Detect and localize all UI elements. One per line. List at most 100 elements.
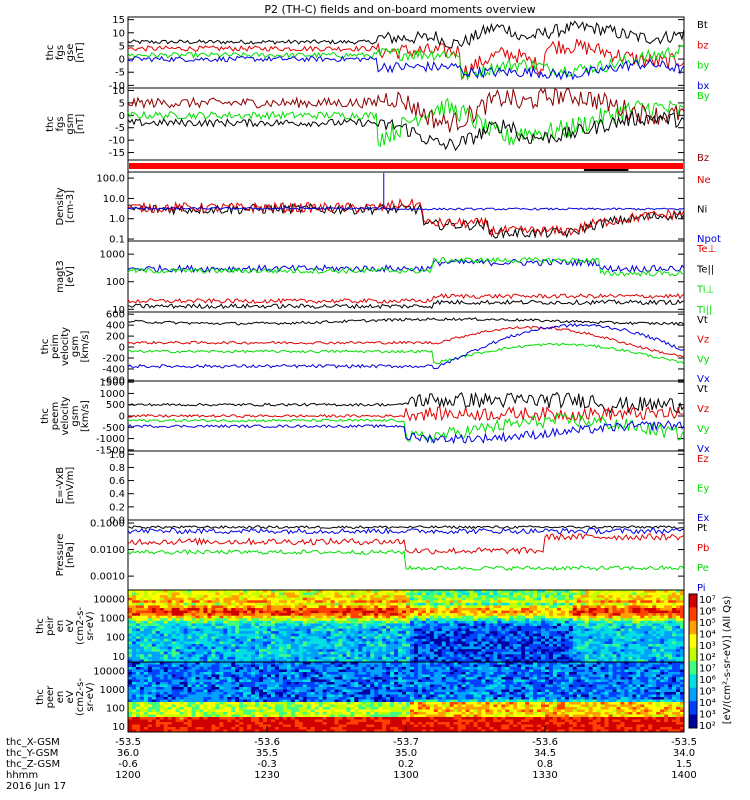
spectrogram-cell	[322, 664, 327, 668]
spectrogram-cell	[131, 620, 137, 624]
spectrogram-cell	[644, 592, 649, 596]
spectrogram-cell	[580, 620, 586, 624]
spectrogram-cell	[620, 662, 625, 665]
spectrogram-cell	[306, 651, 311, 655]
spectrogram-cell	[350, 600, 355, 604]
spectrogram-cell	[239, 610, 244, 614]
spectrogram-cell	[477, 636, 482, 640]
spectrogram-cell	[664, 597, 669, 601]
spectrogram-cell	[680, 626, 685, 629]
spectrogram-cell	[580, 600, 586, 604]
spectrogram-cell	[239, 667, 244, 670]
spectrogram-cell	[441, 595, 447, 599]
spectrogram-cell	[564, 649, 570, 653]
spectrogram-cell	[473, 600, 478, 604]
spectrogram-cell	[568, 646, 574, 650]
spectrogram-cell	[640, 646, 645, 650]
spectrogram-cell	[481, 664, 486, 668]
series-line	[127, 405, 685, 423]
spectrogram-cell	[398, 620, 403, 624]
spectrogram-cell	[354, 595, 359, 599]
spectrogram-cell	[155, 641, 161, 645]
spectrogram-cell	[517, 636, 522, 640]
spectrogram-cell	[640, 631, 645, 635]
spectrogram-cell	[366, 667, 371, 670]
spectrogram-cell	[306, 664, 311, 668]
spectrogram-cell	[429, 602, 435, 606]
spectrogram-cell	[564, 631, 570, 635]
spectrogram-cell	[362, 638, 367, 642]
spectrogram-cell	[354, 649, 359, 653]
spectrogram-cell	[525, 662, 530, 665]
spectrogram-cell	[394, 595, 399, 599]
spectrogram-cell	[517, 595, 522, 599]
legend-entry: Bz	[697, 153, 709, 164]
spectrogram-cell	[533, 656, 538, 660]
spectrogram-cell	[560, 644, 566, 647]
spectrogram-cell	[660, 654, 665, 658]
spectrogram-cell	[429, 631, 435, 635]
spectrogram-cell	[417, 628, 423, 632]
spectrogram-cell	[382, 602, 387, 606]
spectrogram-cell	[286, 649, 292, 653]
spectrogram-cell	[608, 654, 613, 658]
spectrogram-cell	[306, 592, 311, 596]
spectrogram-cell	[278, 608, 284, 611]
spectrogram-cell	[322, 662, 327, 665]
spectrogram-cell	[338, 659, 343, 663]
spectrogram-cell	[310, 651, 315, 655]
spectrogram-cell	[413, 610, 419, 614]
legend-entry: by	[697, 61, 709, 72]
spectrogram-cell	[656, 615, 661, 619]
spectrogram-cell	[465, 590, 470, 593]
spectrogram-cell	[270, 644, 276, 647]
spectrogram-cell	[517, 613, 522, 617]
spectrogram-cell	[560, 656, 566, 660]
spectrogram-cell	[302, 644, 308, 647]
spectrogram-cell	[612, 633, 617, 637]
spectrogram-cell	[437, 597, 443, 601]
spectrogram-cell	[398, 602, 403, 606]
spectrogram-cell	[449, 641, 454, 645]
spectrogram-cell	[382, 651, 387, 655]
series-line	[127, 317, 685, 326]
spectrogram-cell	[521, 626, 526, 629]
spectrogram-cell	[576, 672, 582, 675]
spectrogram-cell	[255, 605, 260, 609]
spectrogram-cell	[461, 597, 466, 601]
spectrogram-cell	[243, 615, 248, 619]
spectrogram-cell	[382, 669, 387, 673]
spectrogram-cell	[203, 636, 208, 640]
spectrogram-cell	[314, 669, 319, 673]
spectrogram-cell	[406, 618, 411, 622]
spectrogram-cell	[624, 610, 629, 614]
legend-entry: Vz	[697, 335, 709, 346]
spectrogram-cell	[465, 646, 470, 650]
spectrogram-cell	[509, 649, 514, 653]
spectrogram-cell	[294, 626, 300, 629]
spectrogram-cell	[282, 620, 288, 624]
spectrogram-cell	[624, 590, 629, 593]
y-axis-label: thc	[35, 618, 46, 634]
spectrogram-cell	[402, 610, 407, 614]
spectrogram-cell	[231, 623, 236, 627]
spectrogram-cell	[398, 626, 403, 629]
spectrogram-cell	[251, 623, 256, 627]
spectrogram-cell	[537, 649, 542, 653]
spectrogram-cell	[425, 641, 431, 645]
spectrogram-cell	[652, 628, 657, 632]
spectrogram-cell	[294, 651, 300, 655]
spectrogram-cell	[501, 633, 506, 637]
spectrogram-cell	[517, 654, 522, 658]
spectrogram-cell	[338, 620, 343, 624]
spectrogram-cell	[302, 638, 308, 642]
spectrogram-cell	[263, 602, 268, 606]
spectrogram-cell	[231, 641, 236, 645]
spectrogram-cell	[600, 595, 605, 599]
spectrogram-cell	[263, 644, 268, 647]
spectrogram-cell	[493, 633, 498, 637]
spectrogram-cell	[433, 636, 439, 640]
spectrogram-cell	[676, 651, 681, 655]
spectrogram-cell	[290, 595, 296, 599]
spectrogram-cell	[294, 597, 300, 601]
